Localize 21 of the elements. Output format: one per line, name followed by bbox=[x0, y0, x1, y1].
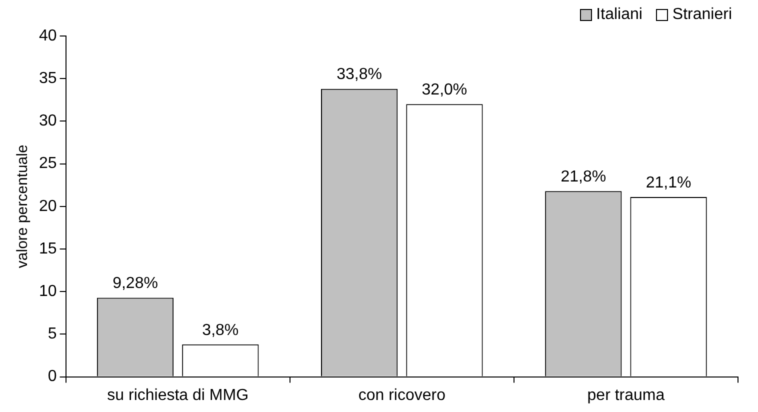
x-tick-label: su richiesta di MMG bbox=[107, 386, 249, 404]
y-tick-label: 15 bbox=[39, 240, 57, 258]
y-tick-label: 35 bbox=[39, 70, 57, 88]
data-label: 21,8% bbox=[560, 168, 606, 186]
y-tick-label: 30 bbox=[39, 112, 57, 130]
y-tick-label: 5 bbox=[48, 326, 57, 343]
y-tick-label: 10 bbox=[39, 283, 57, 300]
legend-label: Italiani bbox=[596, 6, 642, 24]
x-tick-label: per trauma bbox=[587, 386, 665, 404]
data-label: 9,28% bbox=[112, 275, 158, 292]
y-axis-title: valore percentuale bbox=[14, 144, 32, 268]
y-tick-label: 0 bbox=[48, 368, 57, 386]
y-tick-label: 20 bbox=[39, 198, 57, 215]
data-label: 3,8% bbox=[202, 322, 239, 339]
data-label: 21,1% bbox=[646, 174, 692, 192]
y-tick-label: 40 bbox=[39, 27, 57, 44]
text: Stranieri bbox=[672, 6, 732, 24]
data-label: 32,0% bbox=[422, 82, 468, 99]
x-tick-label: con ricovero bbox=[358, 386, 446, 404]
y-tick-label: 25 bbox=[39, 155, 57, 172]
data-label: 33,8% bbox=[336, 66, 382, 84]
